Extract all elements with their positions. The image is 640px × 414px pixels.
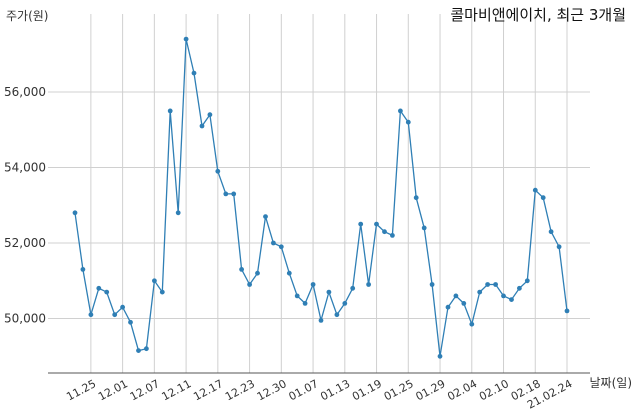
data-point xyxy=(517,285,522,291)
data-point xyxy=(294,293,300,299)
data-point xyxy=(350,285,356,291)
data-point xyxy=(493,282,498,287)
data-point xyxy=(477,289,483,295)
x-tick-label: 12.01 xyxy=(96,377,130,403)
data-point xyxy=(286,270,292,276)
data-point xyxy=(80,267,86,272)
x-tick-label: 01.13 xyxy=(318,377,352,403)
data-point xyxy=(159,289,165,295)
data-point xyxy=(390,233,395,238)
data-point xyxy=(167,108,173,114)
data-point xyxy=(271,240,276,246)
vertical-gridlines xyxy=(90,14,568,373)
data-point xyxy=(207,112,213,118)
y-tick-label: 56,000 xyxy=(4,85,46,99)
x-tick-label: 01.29 xyxy=(414,377,448,403)
data-point xyxy=(429,282,435,287)
data-point xyxy=(112,312,118,318)
data-point xyxy=(239,267,245,272)
data-point xyxy=(532,187,538,193)
data-point xyxy=(501,293,506,299)
data-point xyxy=(302,301,308,306)
x-tick-label: 02.04 xyxy=(445,377,479,403)
y-tick-label: 52,000 xyxy=(4,236,46,250)
data-point xyxy=(318,318,324,323)
data-point xyxy=(382,229,387,235)
x-tick-label: 01.25 xyxy=(382,377,416,403)
x-tick-label: 12.23 xyxy=(223,377,257,403)
data-point xyxy=(405,119,411,125)
data-point xyxy=(96,285,102,291)
data-point xyxy=(104,289,110,295)
data-point xyxy=(136,348,141,353)
x-axis-label: 날짜(일) xyxy=(589,376,632,390)
data-point xyxy=(342,301,348,306)
data-point xyxy=(374,221,379,227)
price-line xyxy=(74,38,568,357)
data-point xyxy=(524,278,530,284)
horizontal-gridlines xyxy=(48,91,590,319)
data-point xyxy=(556,244,562,250)
data-point xyxy=(564,308,570,314)
data-point xyxy=(469,321,475,327)
y-tick-labels: 50,000 52,000 54,000 56,000 xyxy=(4,85,46,326)
x-tick-label: 12.11 xyxy=(160,377,194,403)
data-point xyxy=(120,304,125,310)
data-point xyxy=(144,346,149,352)
data-point xyxy=(183,36,189,42)
data-point xyxy=(453,293,459,299)
data-point xyxy=(445,304,451,310)
y-tick-label: 54,000 xyxy=(4,161,46,175)
x-tick-label: 11.25 xyxy=(64,377,98,403)
x-tick-label: 01.19 xyxy=(350,377,384,403)
data-point xyxy=(263,214,268,220)
data-point xyxy=(231,191,237,197)
data-point xyxy=(88,312,94,318)
y-axis-label: 주가(원) xyxy=(6,9,49,23)
x-tick-label: 01.07 xyxy=(287,377,321,403)
x-tick-label: 12.30 xyxy=(255,377,289,403)
data-point xyxy=(334,312,340,318)
data-point xyxy=(437,353,443,359)
data-point xyxy=(421,225,427,231)
data-point xyxy=(358,221,364,227)
data-point xyxy=(199,123,205,129)
x-tick-label: 02.10 xyxy=(477,377,511,403)
data-point xyxy=(247,282,253,287)
data-point xyxy=(310,282,316,287)
data-point xyxy=(398,108,403,114)
x-tick-label: 12.07 xyxy=(128,377,162,403)
data-point xyxy=(223,191,229,197)
data-point xyxy=(152,278,157,284)
data-point xyxy=(175,210,181,216)
data-point xyxy=(548,229,554,235)
data-point xyxy=(326,289,332,295)
chart-title: 콜마비앤에이치, 최근 3개월 xyxy=(450,6,626,24)
data-point xyxy=(540,195,546,201)
y-tick-label: 50,000 xyxy=(4,312,46,326)
data-point xyxy=(366,282,371,287)
data-point xyxy=(461,301,467,306)
data-point xyxy=(485,282,490,287)
data-point xyxy=(72,210,78,216)
data-point xyxy=(128,319,133,325)
data-point xyxy=(215,168,221,174)
data-point xyxy=(255,270,260,276)
data-point xyxy=(509,297,514,302)
data-point xyxy=(278,244,284,250)
data-point xyxy=(413,195,419,201)
x-tick-labels: 11.2512.0112.0712.1112.1712.2312.3001.07… xyxy=(64,377,574,411)
data-point xyxy=(191,70,197,76)
x-tick-label: 12.17 xyxy=(191,377,225,403)
price-points xyxy=(72,36,570,359)
